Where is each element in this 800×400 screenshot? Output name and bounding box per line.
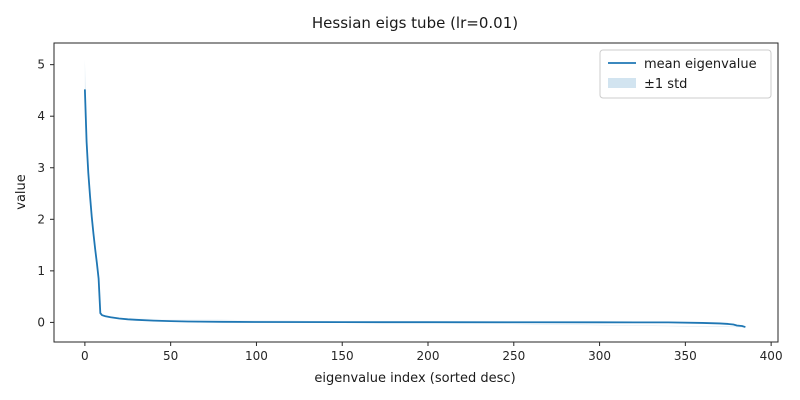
y-tick-label: 5 [37, 58, 45, 72]
legend-box [599, 49, 772, 99]
axes: 0 50 100 150 200 250 300 350 400 0 1 2 3 4 5 [37, 42, 783, 363]
x-tick-label: 350 [674, 349, 697, 363]
legend-label-std: ±1 std [644, 77, 687, 92]
x-tick-label: 300 [588, 349, 611, 363]
y-tick-label: 2 [37, 212, 45, 226]
legend: mean eigenvalue ±1 std [599, 49, 772, 99]
x-tick-label: 150 [331, 349, 354, 363]
y-tick-label: 0 [37, 315, 45, 329]
mean-eigenvalue-line [83, 89, 746, 328]
chart-title: Hessian eigs tube (lr=0.01) [312, 14, 518, 32]
y-tick-label: 3 [37, 161, 45, 175]
y-tick-label: 1 [37, 264, 45, 278]
x-tick-label: 0 [81, 349, 89, 363]
x-tick-label: 100 [245, 349, 268, 363]
x-tick-label: 400 [760, 349, 783, 363]
x-tick-label: 50 [163, 349, 178, 363]
axes-frame [53, 42, 779, 343]
legend-label-mean: mean eigenvalue [644, 57, 757, 72]
std-band [84, 59, 746, 328]
x-axis-label: eigenvalue index (sorted desc) [314, 371, 515, 386]
plot-area [83, 59, 746, 328]
y-tick-label: 4 [37, 109, 45, 123]
legend-band-swatch [608, 78, 636, 88]
x-tick-label: 200 [417, 349, 440, 363]
y-axis-label: value [14, 174, 29, 210]
x-tick-label: 250 [502, 349, 525, 363]
